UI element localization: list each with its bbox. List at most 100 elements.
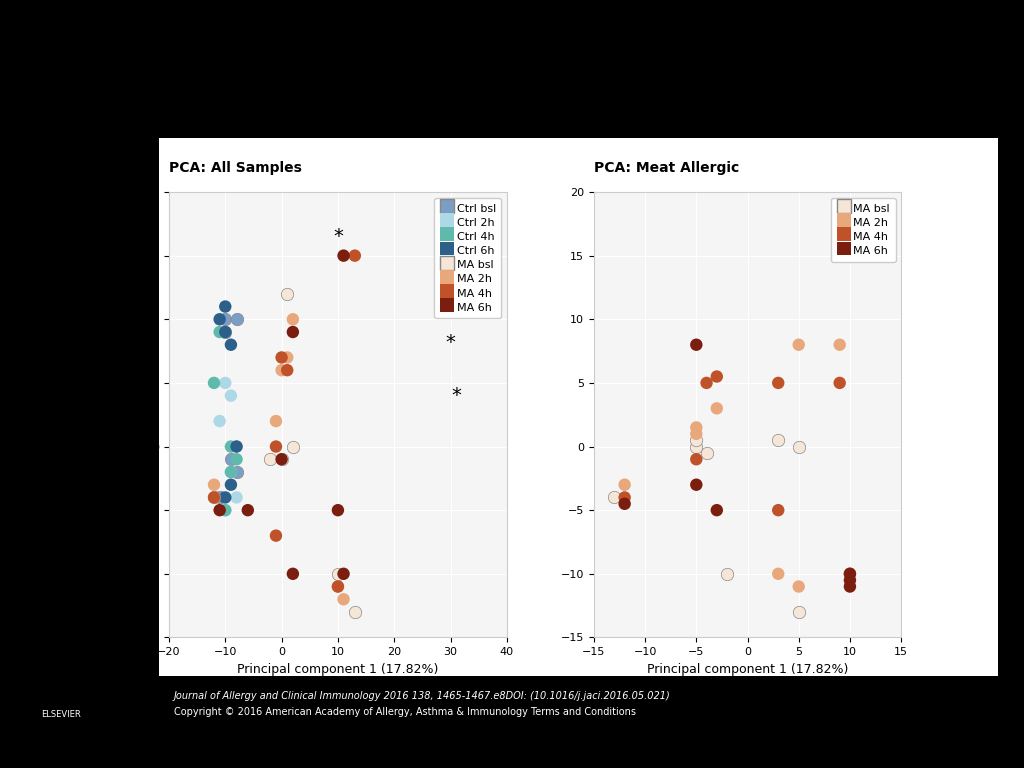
Point xyxy=(228,313,245,326)
Text: PCA: Meat Allergic: PCA: Meat Allergic xyxy=(594,161,739,175)
Point xyxy=(285,440,301,452)
Point xyxy=(330,504,346,516)
Point xyxy=(206,492,222,504)
Point xyxy=(223,466,240,478)
Point xyxy=(217,313,233,326)
Point xyxy=(223,389,240,402)
Point xyxy=(285,568,301,580)
Point xyxy=(279,364,296,376)
Point xyxy=(688,428,705,440)
Point xyxy=(770,434,786,446)
Point xyxy=(831,339,848,351)
Text: Journal of Allergy and Clinical Immunology 2016 138, 1465-1467.e8DOI: (10.1016/j: Journal of Allergy and Clinical Immunolo… xyxy=(174,691,671,701)
Point xyxy=(336,250,352,262)
Point xyxy=(279,288,296,300)
Point xyxy=(273,453,290,465)
Legend: MA bsl, MA 2h, MA 4h, MA 6h: MA bsl, MA 2h, MA 4h, MA 6h xyxy=(831,197,896,262)
Point xyxy=(688,422,705,434)
Point xyxy=(842,568,858,580)
Point xyxy=(688,478,705,491)
Point xyxy=(217,504,233,516)
Point xyxy=(285,326,301,338)
Point xyxy=(616,498,633,510)
Point xyxy=(268,440,285,452)
Point xyxy=(273,453,290,465)
Point xyxy=(872,250,889,262)
Point xyxy=(688,339,705,351)
Point xyxy=(330,581,346,593)
Point xyxy=(791,581,807,593)
Point xyxy=(842,581,858,593)
Text: PCA: All Samples: PCA: All Samples xyxy=(169,161,302,175)
Point xyxy=(831,377,848,389)
X-axis label: Principal component 1 (17.82%): Principal component 1 (17.82%) xyxy=(647,663,848,676)
Point xyxy=(217,492,233,504)
Point xyxy=(223,453,240,465)
Point xyxy=(268,415,285,427)
Point xyxy=(273,364,290,376)
Point xyxy=(279,351,296,363)
Point xyxy=(212,326,228,338)
Point xyxy=(217,326,233,338)
Point xyxy=(223,478,240,491)
Point xyxy=(709,402,725,415)
Point xyxy=(842,574,858,586)
Point xyxy=(206,492,222,504)
Text: *: * xyxy=(452,386,461,406)
X-axis label: Principal component 1 (17.82%): Principal component 1 (17.82%) xyxy=(238,663,438,676)
Point xyxy=(770,377,786,389)
Point xyxy=(206,377,222,389)
Point xyxy=(709,370,725,382)
Point xyxy=(212,504,228,516)
Point xyxy=(346,250,364,262)
Point xyxy=(616,492,633,504)
Point xyxy=(688,434,705,446)
Point xyxy=(206,478,222,491)
Point xyxy=(262,453,279,465)
Point xyxy=(698,447,715,459)
Point xyxy=(842,568,858,580)
Point xyxy=(719,568,735,580)
Point xyxy=(336,593,352,605)
Point xyxy=(228,466,245,478)
Point xyxy=(217,326,233,338)
Point xyxy=(228,440,245,452)
Point xyxy=(223,466,240,478)
Point xyxy=(791,440,807,452)
Text: *: * xyxy=(445,333,456,352)
Point xyxy=(212,313,228,326)
Point xyxy=(212,492,228,504)
Point xyxy=(268,529,285,541)
Point xyxy=(346,606,364,618)
Point xyxy=(688,453,705,465)
Point xyxy=(212,415,228,427)
Text: Copyright © 2016 American Academy of Allergy, Asthma & Immunology Terms and Cond: Copyright © 2016 American Academy of All… xyxy=(174,707,636,717)
Point xyxy=(698,377,715,389)
Point xyxy=(217,377,233,389)
Point xyxy=(223,339,240,351)
Point xyxy=(228,492,245,504)
Legend: Ctrl bsl, Ctrl 2h, Ctrl 4h, Ctrl 6h, MA bsl, MA 2h, MA 4h, MA 6h: Ctrl bsl, Ctrl 2h, Ctrl 4h, Ctrl 6h, MA … xyxy=(434,197,502,318)
Text: Fig E2: Fig E2 xyxy=(482,45,542,63)
Point xyxy=(285,313,301,326)
Point xyxy=(616,478,633,491)
Point xyxy=(330,581,346,593)
Text: *: * xyxy=(333,227,343,246)
Point xyxy=(223,440,240,452)
Text: ELSEVIER: ELSEVIER xyxy=(42,710,81,719)
Point xyxy=(688,440,705,452)
Point xyxy=(606,492,623,504)
Point xyxy=(240,504,256,516)
Point xyxy=(330,568,346,580)
Y-axis label: Principal component 2 (8.96%): Principal component 2 (8.96%) xyxy=(118,318,130,511)
Point xyxy=(228,440,245,452)
Point xyxy=(770,568,786,580)
Point xyxy=(217,504,233,516)
Point xyxy=(791,606,807,618)
Point xyxy=(273,351,290,363)
Point xyxy=(217,300,233,313)
Point xyxy=(791,339,807,351)
Point xyxy=(770,504,786,516)
Point xyxy=(336,568,352,580)
Point xyxy=(228,453,245,465)
